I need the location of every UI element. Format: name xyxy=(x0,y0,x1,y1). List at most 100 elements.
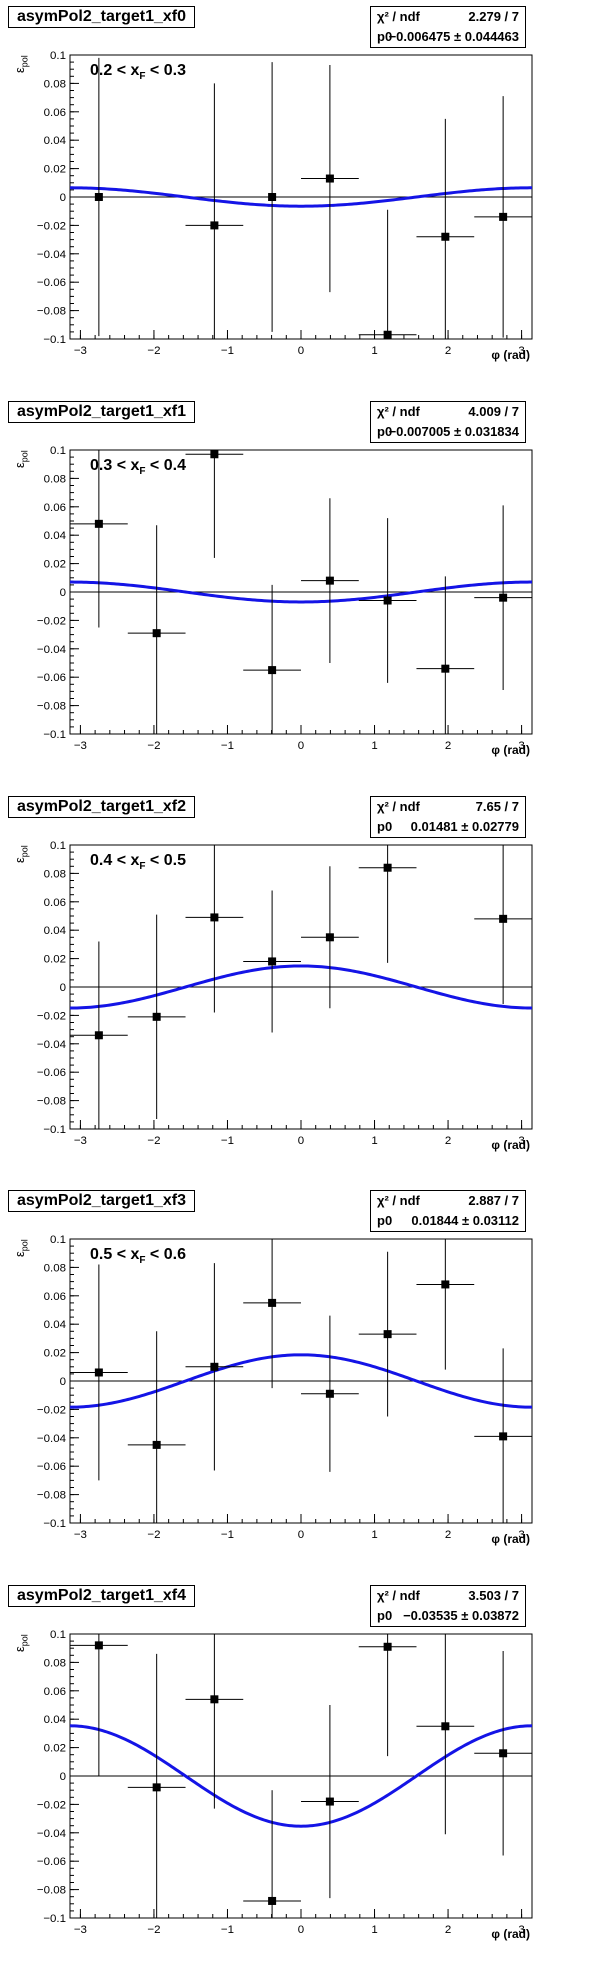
data-point xyxy=(474,1651,533,1856)
y-tick-label: −0.1 xyxy=(43,334,66,346)
fit-curve xyxy=(69,580,533,604)
data-point xyxy=(127,1654,186,1919)
x-tick-label: −1 xyxy=(221,1135,234,1147)
y-tick-label: 0.02 xyxy=(44,164,66,176)
p0-label: p0 xyxy=(377,423,393,439)
marker xyxy=(325,1390,334,1399)
marker xyxy=(325,174,334,183)
y-tick-label: 0.04 xyxy=(44,925,67,937)
y-tick-label: 0.02 xyxy=(44,1348,66,1360)
y-axis-label: εpol xyxy=(12,55,30,73)
data-point xyxy=(243,1790,301,1919)
xf-range-annotation: 0.4 < xF < 0.5 xyxy=(90,851,186,872)
y-tick-label: 0.1 xyxy=(50,840,66,852)
y-tick-label: −0.04 xyxy=(37,1433,67,1445)
marker xyxy=(210,1695,219,1704)
x-tick-label: −2 xyxy=(147,740,160,752)
plot-svg: −0.1 −0.08 −0.06 −0.04 −0.02 0 0.02 0.04 0.06 0.0… xyxy=(37,50,533,357)
x-tick-label: 2 xyxy=(445,1135,451,1147)
y-tick-label: −0.06 xyxy=(37,1462,66,1474)
y-tick-label: −0.02 xyxy=(37,1010,66,1022)
x-tick-label: 1 xyxy=(371,1924,377,1936)
marker xyxy=(268,1897,277,1906)
marker xyxy=(325,576,334,585)
chi2-row: χ² / ndf 2.887 / 7 xyxy=(377,1191,519,1211)
y-tick-label: −0.1 xyxy=(43,1518,66,1530)
x-tick-label: −1 xyxy=(221,1924,234,1936)
y-tick-label: 0 xyxy=(60,587,66,599)
data-point xyxy=(127,914,186,1119)
y-tick-label: −0.08 xyxy=(37,306,66,318)
y-tick-label: −0.06 xyxy=(37,1067,66,1079)
data-point xyxy=(358,1634,417,1757)
fit-stats-box: χ² / ndf 4.009 / 7 p0 −0.007005 ± 0.031834 xyxy=(370,400,526,443)
x-tick-label: 0 xyxy=(298,1529,304,1541)
plot-title: asymPol2_target1_xf1 xyxy=(8,400,195,423)
x-tick-label: 1 xyxy=(371,740,377,752)
marker xyxy=(499,1432,508,1441)
y-tick-label: 0 xyxy=(60,1376,66,1388)
data-point xyxy=(243,62,301,332)
fit-stats-box: χ² / ndf 2.887 / 7 p0 0.01844 ± 0.03112 xyxy=(370,1190,526,1233)
data-point xyxy=(69,57,128,337)
data-point xyxy=(416,1239,475,1371)
data-point xyxy=(185,449,244,558)
y-tick-label: −0.02 xyxy=(37,1405,66,1417)
xf-range-annotation: 0.3 < xF < 0.4 xyxy=(90,456,186,477)
x-tick-label: 2 xyxy=(445,1924,451,1936)
y-tick-label: 0 xyxy=(60,982,66,994)
marker xyxy=(210,913,219,922)
marker xyxy=(499,593,508,602)
x-tick-label: −2 xyxy=(147,1529,160,1541)
y-axis-label: εpol xyxy=(12,844,30,863)
x-tick-label: 2 xyxy=(445,345,451,357)
p0-value: −0.006475 ± 0.044463 xyxy=(388,29,519,44)
marker xyxy=(152,1783,161,1792)
chi2-row: χ² / ndf 4.009 / 7 xyxy=(377,402,519,422)
y-tick-label: 0.1 xyxy=(50,50,66,62)
y-tick-label: −0.04 xyxy=(37,1828,67,1840)
y-axis-label: εpol xyxy=(12,1634,30,1653)
data-point xyxy=(243,890,301,1033)
chi2-label: χ² / ndf xyxy=(377,1588,420,1604)
data-point xyxy=(69,941,128,1129)
x-axis-label: φ (rad) xyxy=(491,348,530,362)
data-point xyxy=(243,1239,301,1389)
data-point xyxy=(185,1634,244,1809)
p0-row: p0 −0.007005 ± 0.031834 xyxy=(377,422,519,442)
plot-title: asymPol2_target1_xf3 xyxy=(8,1190,195,1213)
chi2-value: 7.65 / 7 xyxy=(475,798,519,814)
marker xyxy=(152,1441,161,1450)
data-point xyxy=(416,118,475,339)
marker xyxy=(383,330,392,339)
x-tick-label: −2 xyxy=(147,1135,160,1147)
marker xyxy=(94,1368,103,1377)
p0-label: p0 xyxy=(377,818,393,834)
p0-row: p0 0.01481 ± 0.02779 xyxy=(377,817,519,837)
plot-svg: −0.1 −0.08 −0.06 −0.04 −0.02 0 0.02 0.04 0.06 0.0… xyxy=(37,1234,533,1541)
p0-row: p0 −0.006475 ± 0.044463 xyxy=(377,27,519,47)
x-tick-label: 0 xyxy=(298,345,304,357)
marker xyxy=(210,450,219,459)
p0-value: 0.01481 ± 0.02779 xyxy=(410,818,519,834)
chi2-label: χ² / ndf xyxy=(377,403,420,419)
chart-panel: −0.1 −0.08 −0.06 −0.04 −0.02 0 0.02 0.04 0.06 0.0… xyxy=(0,0,596,395)
marker xyxy=(268,665,277,674)
x-tick-label: 0 xyxy=(298,1135,304,1147)
data-point xyxy=(474,505,533,690)
x-tick-label: 3 xyxy=(518,1529,524,1541)
y-tick-label: −0.02 xyxy=(37,615,66,627)
p0-value: −0.007005 ± 0.031834 xyxy=(388,423,519,439)
y-tick-label: −0.1 xyxy=(43,729,66,741)
y-tick-label: −0.06 xyxy=(37,1856,66,1868)
y-tick-label: 0.1 xyxy=(50,445,66,457)
x-axis-label: φ (rad) xyxy=(491,1532,530,1547)
marker xyxy=(383,863,392,872)
x-axis-label: φ (rad) xyxy=(491,1927,530,1942)
data-point xyxy=(69,449,128,628)
marker xyxy=(152,1012,161,1021)
x-tick-label: 2 xyxy=(445,740,451,752)
chi2-row: χ² / ndf 3.503 / 7 xyxy=(377,1586,519,1606)
marker xyxy=(441,1722,450,1731)
p0-row: p0 0.01844 ± 0.03112 xyxy=(377,1211,519,1231)
